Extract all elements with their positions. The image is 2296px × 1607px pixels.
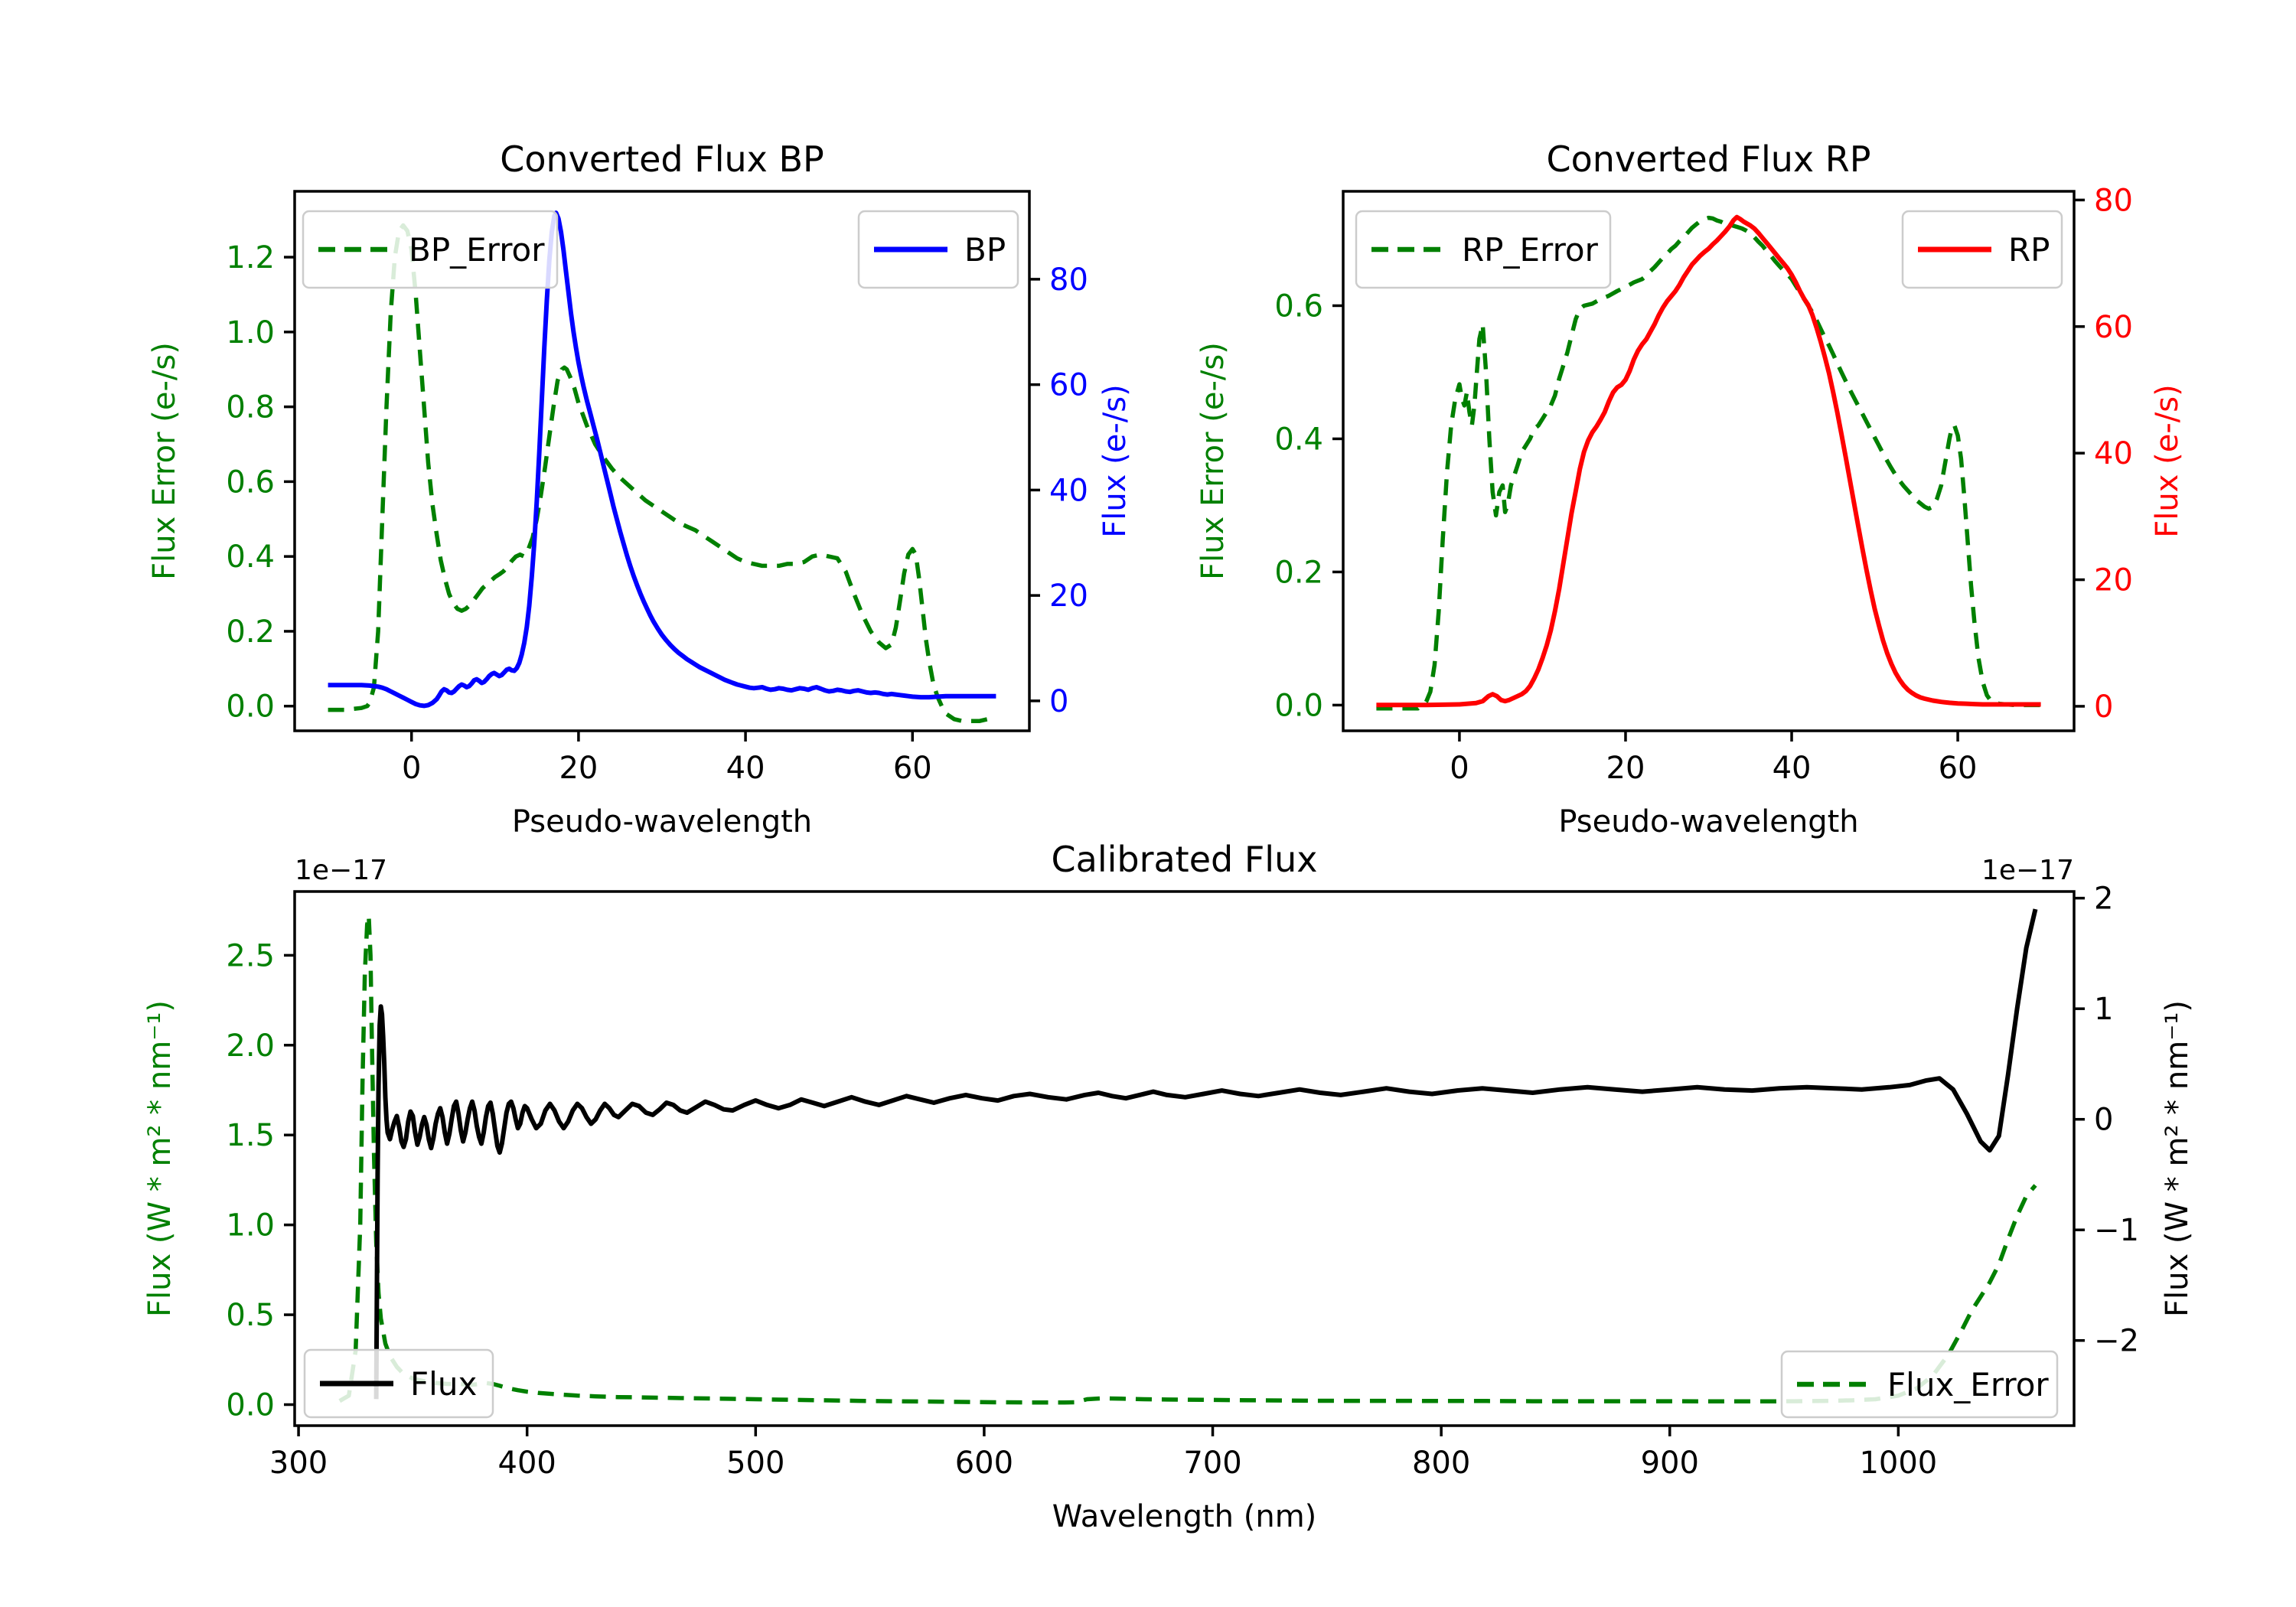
series-line-bp_error bbox=[328, 223, 996, 724]
y-right-tick-label: −1 bbox=[2094, 1213, 2139, 1248]
y-left-tick-label: 1.0 bbox=[226, 315, 275, 350]
legend-box bbox=[302, 210, 559, 289]
chart-calibrated-flux: 300 400 500 600 700 800 900 1000 Wavelength (nm)… bbox=[142, 839, 2195, 1534]
y-right-tick-label: 0 bbox=[1049, 684, 1068, 719]
y-right-tick-label: 60 bbox=[2094, 310, 2133, 345]
legend-rp_error: RP_Error bbox=[1355, 210, 1612, 289]
x-tick-label: 800 bbox=[1412, 1446, 1470, 1481]
x-tick-label: 20 bbox=[559, 751, 598, 786]
x-tick-label: 700 bbox=[1183, 1446, 1241, 1481]
x-tick-label: 0 bbox=[1450, 751, 1469, 786]
axes-spines bbox=[293, 890, 2076, 1427]
series-group bbox=[1376, 214, 2041, 711]
y-right-tick-label: 0 bbox=[2094, 1103, 2113, 1138]
y-left-tick-label: 1.0 bbox=[226, 1208, 275, 1244]
legend-bp: BP bbox=[857, 210, 1019, 289]
y-right-offset-text: 1e−17 bbox=[1981, 855, 2074, 886]
x-tick-label: 400 bbox=[498, 1446, 556, 1481]
y-right-axis-label: Flux (e-/s) bbox=[2150, 384, 2185, 537]
y-right-axis-label: Flux (e-/s) bbox=[1097, 384, 1133, 537]
series-line-rp_error bbox=[1376, 215, 2041, 711]
series-line-bp bbox=[328, 210, 996, 709]
x-tick-label: 500 bbox=[726, 1446, 784, 1481]
series-group bbox=[338, 908, 2038, 1405]
x-tick-label: 0 bbox=[402, 751, 421, 786]
axes-spines bbox=[293, 190, 1031, 732]
y-right-tick-label: 20 bbox=[2094, 563, 2133, 598]
y-right-tick-label: 20 bbox=[1049, 579, 1088, 614]
legend-flux: Flux bbox=[303, 1348, 494, 1419]
y-right-tick-label: 40 bbox=[1049, 473, 1088, 508]
series-group bbox=[328, 210, 996, 724]
y-left-tick-label: 2.0 bbox=[226, 1028, 275, 1064]
legend-rp: RP bbox=[1901, 210, 2063, 289]
legend-label: RP bbox=[2008, 231, 2050, 269]
y-left-tick-label: 0.8 bbox=[226, 390, 275, 425]
legend-label: BP bbox=[964, 231, 1006, 269]
x-axis-label: Wavelength (nm) bbox=[1052, 1499, 1317, 1534]
x-tick-label: 900 bbox=[1641, 1446, 1699, 1481]
y-right-tick-label: 1 bbox=[2094, 992, 2113, 1027]
x-tick-label: 1000 bbox=[1859, 1446, 1937, 1481]
x-tick-label: 600 bbox=[955, 1446, 1013, 1481]
x-tick-label: 60 bbox=[893, 751, 932, 786]
y-left-tick-label: 0.2 bbox=[226, 614, 275, 650]
x-axis-label: Pseudo-wavelength bbox=[1558, 804, 1858, 839]
legend-bp_error: BP_Error bbox=[302, 210, 559, 289]
x-axis-label: Pseudo-wavelength bbox=[512, 804, 812, 839]
y-left-tick-label: 0.6 bbox=[226, 464, 275, 500]
x-tick-label: 40 bbox=[726, 751, 765, 786]
legend-box bbox=[1355, 210, 1612, 289]
y-right-tick-label: 80 bbox=[1049, 262, 1088, 298]
y-left-tick-label: 0.4 bbox=[1274, 422, 1323, 457]
y-left-tick-label: 0.0 bbox=[1274, 688, 1323, 723]
y-left-axis-label: Flux Error (e-/s) bbox=[1195, 342, 1231, 580]
y-left-tick-label: 0.6 bbox=[1274, 288, 1323, 324]
y-right-tick-label: 2 bbox=[2094, 882, 2113, 917]
y-left-tick-label: 0.2 bbox=[1274, 555, 1323, 590]
y-left-axis-label: Flux Error (e-/s) bbox=[147, 342, 182, 580]
y-left-offset-text: 1e−17 bbox=[295, 855, 387, 886]
legend-flux_error: Flux_Error bbox=[1780, 1350, 2059, 1419]
legend-box bbox=[303, 1348, 494, 1419]
legend-label: RP_Error bbox=[1462, 231, 1599, 269]
y-right-axis-label: Flux (W * m² * nm⁻¹) bbox=[2160, 1000, 2195, 1317]
y-left-tick-label: 0.5 bbox=[226, 1298, 275, 1333]
y-left-tick-label: 0.0 bbox=[226, 1388, 275, 1423]
series-line-flux bbox=[373, 908, 2038, 1400]
x-tick-label: 300 bbox=[269, 1446, 328, 1481]
y-left-tick-label: 0.0 bbox=[226, 689, 275, 725]
x-tick-label: 60 bbox=[1939, 751, 1978, 786]
y-right-tick-label: 40 bbox=[2094, 436, 2133, 471]
y-right-tick-label: 60 bbox=[1049, 368, 1088, 403]
chart-title: Calibrated Flux bbox=[1052, 839, 1318, 880]
series-line-rp bbox=[1376, 214, 2041, 708]
y-left-tick-label: 2.5 bbox=[226, 938, 275, 973]
chart-title: Converted Flux BP bbox=[500, 139, 824, 180]
x-tick-label: 40 bbox=[1773, 751, 1812, 786]
legend-label: Flux_Error bbox=[1887, 1366, 2049, 1403]
legend-box bbox=[1780, 1350, 2059, 1419]
x-tick-label: 20 bbox=[1606, 751, 1645, 786]
y-left-tick-label: 0.4 bbox=[226, 539, 275, 575]
chart-converted-flux-rp: 0 20 40 60 Pseudo-wavelength 0.0 0.2 0.4 0.6 Flux… bbox=[1195, 139, 2185, 839]
y-left-tick-label: 1.5 bbox=[226, 1118, 275, 1153]
y-right-tick-label: −2 bbox=[2094, 1324, 2139, 1359]
chart-title: Converted Flux RP bbox=[1547, 139, 1871, 180]
series-line-flux_error bbox=[338, 913, 2037, 1405]
legend-label: Flux bbox=[410, 1365, 477, 1403]
chart-converted-flux-bp: 0 20 40 60 Pseudo-wavelength 0.0 0.2 0.4 0.6 0.8 1… bbox=[147, 139, 1133, 839]
y-right-tick-label: 80 bbox=[2094, 183, 2133, 218]
y-right-tick-label: 0 bbox=[2094, 689, 2113, 725]
y-left-axis-label: Flux (W * m² * nm⁻¹) bbox=[142, 1000, 178, 1317]
axes-spines bbox=[1342, 190, 2076, 732]
y-left-tick-label: 1.2 bbox=[226, 240, 275, 275]
legend-label: BP_Error bbox=[409, 231, 545, 269]
